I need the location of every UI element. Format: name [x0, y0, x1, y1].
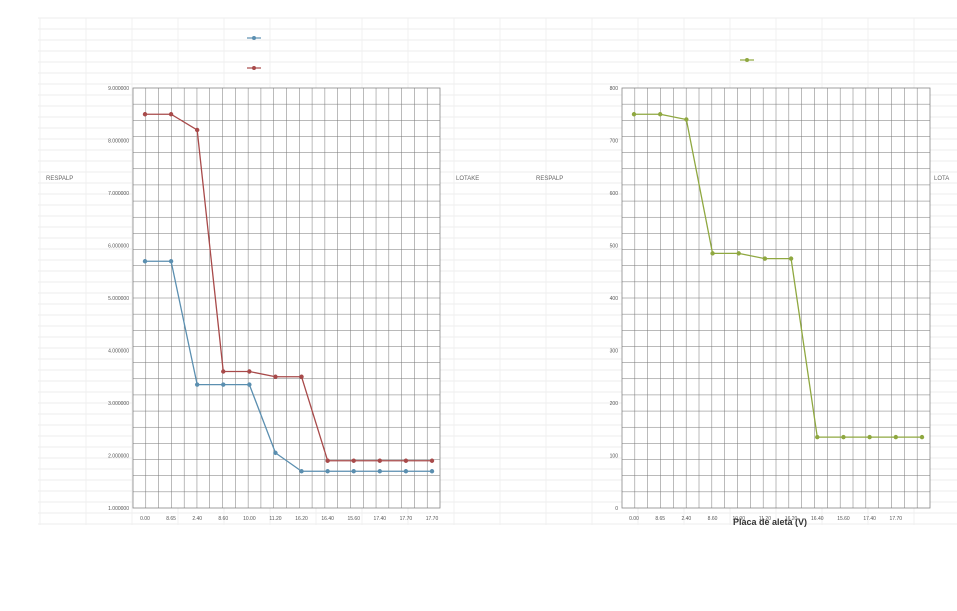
left-chart-series-1-point	[299, 374, 304, 379]
left-chart-series-1-point	[429, 458, 435, 463]
side-label-right-chart-left: RESPALP	[536, 176, 564, 182]
right-chart-legend-marker-0	[745, 58, 749, 62]
right-chart-series-0-point	[684, 117, 689, 122]
left-chart-x-tick-label: 15.60	[347, 516, 360, 522]
left-chart-series-0-point	[221, 382, 226, 387]
right-chart-x-tick-label: 17.40	[863, 516, 876, 522]
left-chart-legend-marker-0	[252, 36, 256, 40]
right-chart-series-0-point	[815, 434, 820, 440]
left-chart-x-tick-label: 17.40	[374, 516, 387, 522]
left-chart-series-1-point	[142, 112, 148, 117]
left-chart-y-tick-label: 7.000000	[108, 191, 129, 197]
left-chart-series-1-point	[247, 369, 252, 374]
right-chart-y-tick-label: 0	[615, 506, 618, 512]
left-chart-x-tick-label: 8.65	[166, 516, 176, 522]
left-chart-y-tick-label: 9.000000	[108, 86, 129, 92]
right-chart-y-tick-label: 500	[610, 244, 619, 250]
left-chart-series-1-point	[273, 374, 278, 379]
right-chart-series-0-line	[634, 113, 922, 438]
left-chart-series-0-point	[325, 469, 330, 474]
right-chart-x-tick-label: 17.70	[890, 516, 903, 522]
left-chart-series-0-point	[273, 450, 278, 456]
left-chart-series-0-point	[377, 469, 383, 474]
right-chart-y-tick-label: 600	[610, 191, 619, 197]
right-chart-series-0-point	[657, 112, 663, 117]
left-chart-x-tick-label: 8.60	[218, 516, 228, 522]
left-chart-y-tick-label: 8.000000	[108, 139, 129, 145]
left-chart-series-1-point	[325, 458, 330, 463]
right-chart-x-tick-label: 10.00	[732, 516, 745, 522]
right-chart-x-tick-label: 2.40	[681, 516, 691, 522]
side-label-left-chart-right: LOTAKE	[456, 176, 480, 182]
left-chart-y-tick-label: 3.000000	[108, 401, 129, 407]
right-chart-x-tick-label: 16.40	[811, 516, 824, 522]
right-chart-series-0-point	[867, 434, 872, 440]
right-chart-x-tick-label: 16.20	[785, 516, 798, 522]
right-chart-series-0-point	[736, 251, 741, 256]
left-chart-series-0-point	[194, 382, 200, 387]
left-chart-series-1-point	[194, 127, 200, 133]
left-chart-series-0-point	[247, 382, 252, 387]
left-chart-y-tick-label: 1.000000	[108, 506, 129, 512]
right-chart-y-tick-label: 400	[610, 296, 619, 302]
left-chart-x-tick-label: 17.70	[426, 516, 439, 522]
left-chart-series-1-point	[403, 458, 409, 463]
right-chart-y-tick-label: 800	[610, 86, 619, 92]
left-chart-series-1-line	[145, 113, 432, 462]
left-chart-series-0-point	[299, 469, 304, 474]
right-chart-series-0-point	[762, 256, 768, 261]
left-chart-x-tick-label: 16.20	[295, 516, 308, 522]
left-chart-x-tick-label: 2.40	[192, 516, 202, 522]
left-chart-series-0-point	[403, 469, 409, 474]
right-chart-x-tick-label: 0.00	[629, 516, 639, 522]
right-chart-y-tick-label: 200	[610, 401, 619, 407]
right-chart-y-tick-label: 100	[610, 454, 619, 460]
left-chart-x-tick-label: 16.40	[321, 516, 334, 522]
left-chart-y-tick-label: 5.000000	[108, 296, 129, 302]
left-chart-series-1-point	[351, 458, 356, 463]
right-chart-x-tick-label: 8.65	[655, 516, 665, 522]
right-chart-x-tick-label: 15.60	[837, 516, 850, 522]
right-chart-series-0-point	[631, 112, 637, 117]
left-chart-series-0-line	[145, 260, 432, 472]
left-chart-series-1-point	[221, 369, 226, 374]
right-chart-series-0-point	[841, 434, 846, 440]
right-chart-y-tick-label: 700	[610, 139, 619, 145]
right-chart-series-0-point	[893, 434, 899, 440]
right-chart-series-0-point	[788, 256, 794, 261]
left-chart-series-0-point	[429, 469, 435, 474]
left-chart-series-1-point	[377, 458, 383, 463]
right-chart-series-0-point	[710, 251, 715, 256]
right-chart-x-tick-label: 8.60	[708, 516, 718, 522]
side-label-left-chart-left: RESPALP	[46, 176, 74, 182]
left-chart-x-tick-label: 17.70	[400, 516, 413, 522]
left-chart-x-tick-label: 11.20	[269, 516, 281, 522]
right-chart-x-axis-title: Placa de aleta (V)	[733, 517, 807, 527]
left-chart-x-tick-label: 10.00	[243, 516, 256, 522]
left-chart-series-0-point	[168, 259, 174, 264]
side-label-right-chart-right: LOTA	[934, 176, 950, 182]
left-chart-x-tick-label: 0.00	[140, 516, 150, 522]
left-chart-legend-marker-1	[252, 66, 256, 70]
right-chart-y-tick-label: 300	[610, 349, 619, 355]
left-chart-y-tick-label: 4.000000	[108, 349, 129, 355]
left-chart-y-tick-label: 6.000000	[108, 244, 129, 250]
right-chart-series-0-point	[919, 434, 925, 440]
left-chart-y-tick-label: 2.000000	[108, 454, 129, 460]
left-chart-series-0-point	[142, 259, 148, 264]
left-chart-series-0-point	[351, 469, 356, 474]
right-chart-x-tick-label: 11.20	[759, 516, 771, 522]
left-chart-series-1-point	[168, 112, 174, 117]
